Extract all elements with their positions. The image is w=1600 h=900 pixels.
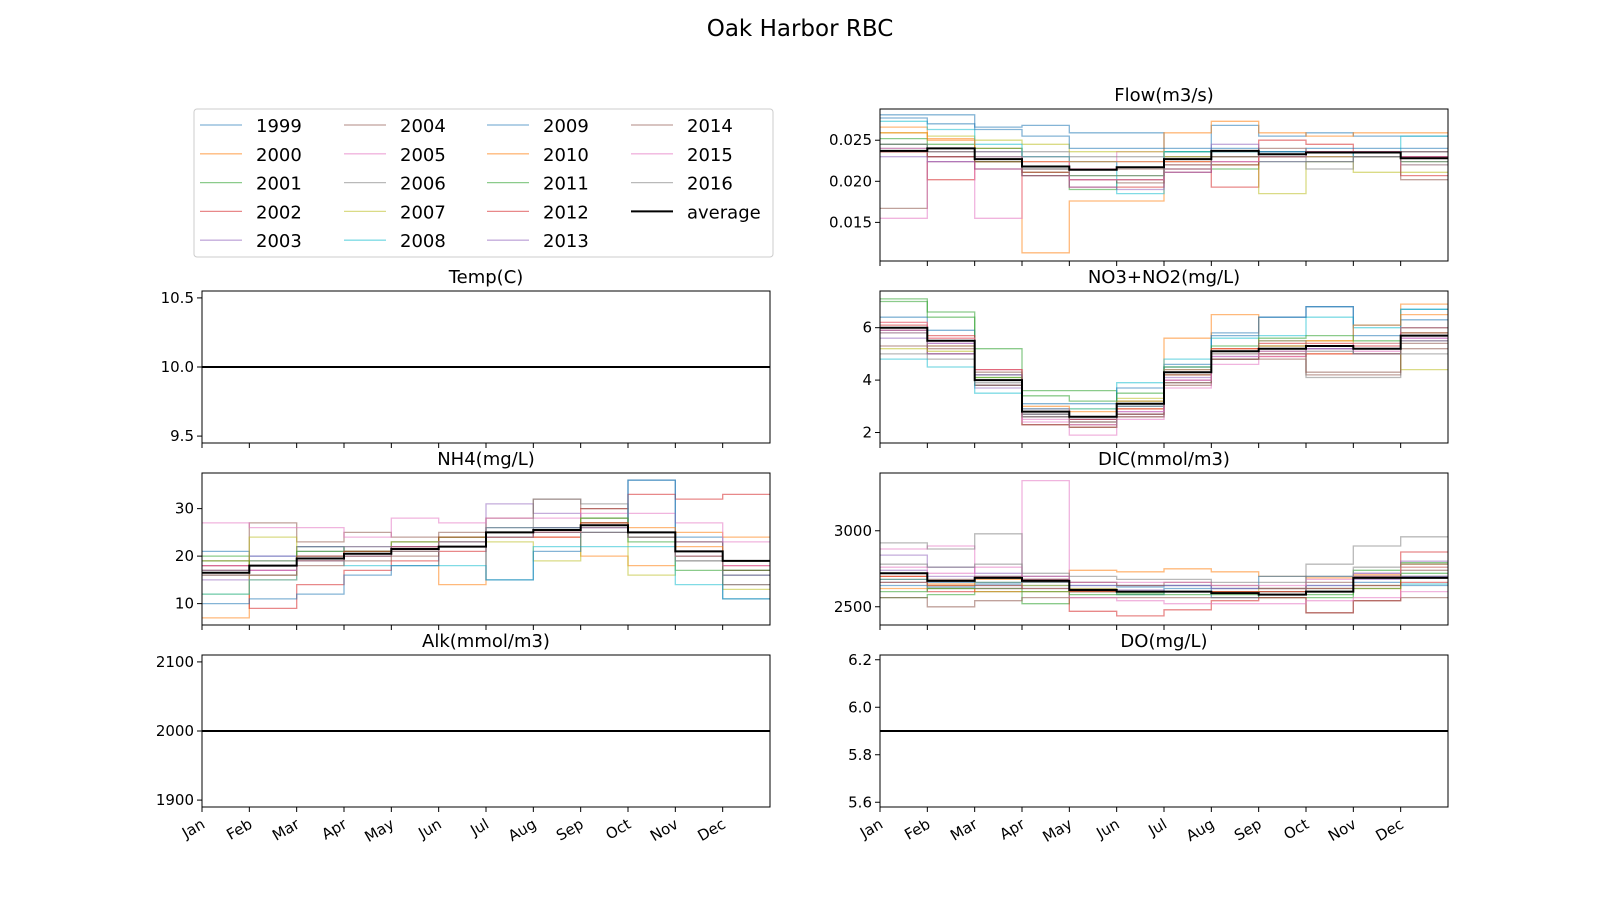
series-group bbox=[880, 479, 1448, 617]
series-line-2010 bbox=[880, 132, 1448, 163]
series-line-average bbox=[880, 326, 1448, 418]
legend-label: 2001 bbox=[256, 174, 302, 195]
y-tick-label: 0.015 bbox=[829, 213, 872, 231]
y-tick-label: 6.0 bbox=[848, 698, 872, 716]
x-tick-label: Dec bbox=[695, 815, 729, 845]
subplot-no3: NO3+NO2(mg/L) 2 4 6 bbox=[862, 267, 1449, 448]
legend-label: 2006 bbox=[400, 174, 446, 195]
legend-label: 2013 bbox=[543, 231, 589, 252]
series-group bbox=[202, 479, 770, 619]
y-tick-label: 10.0 bbox=[161, 358, 194, 376]
x-tick-label: Oct bbox=[1281, 815, 1313, 844]
subplot-title: NH4(mg/L) bbox=[437, 449, 535, 470]
subplot-flow: Flow(m3/s) 0.015 0.020 0.025 bbox=[829, 85, 1449, 266]
subplot-title: Flow(m3/s) bbox=[1114, 85, 1214, 106]
y-tick-label: 2000 bbox=[156, 722, 194, 740]
x-tick-label: May bbox=[1039, 815, 1075, 846]
legend-label: 2000 bbox=[256, 145, 302, 166]
series-line-average bbox=[880, 147, 1448, 171]
x-tick-label: Jun bbox=[1093, 815, 1123, 843]
series-group bbox=[880, 298, 1448, 436]
legend-label: 2010 bbox=[543, 145, 589, 166]
series-line-2011 bbox=[880, 572, 1448, 596]
subplots: Flow(m3/s) 0.015 0.020 0.025 Temp(C) 9.5 10.0 1… bbox=[156, 85, 1449, 846]
x-tick-label: Mar bbox=[947, 814, 981, 844]
x-tick-label: Jul bbox=[466, 815, 492, 840]
subplot-title: Temp(C) bbox=[448, 267, 524, 288]
y-tick-label: 0.020 bbox=[829, 172, 872, 190]
x-tick-label: Feb bbox=[901, 815, 933, 844]
series-line-2009 bbox=[202, 479, 770, 605]
x-tick-label: Aug bbox=[1183, 815, 1217, 845]
legend-label: average bbox=[687, 202, 761, 223]
legend-label: 2007 bbox=[400, 202, 446, 223]
series-line-average bbox=[880, 572, 1448, 596]
x-tick-label: May bbox=[361, 815, 397, 846]
y-tick-label: 9.5 bbox=[170, 427, 194, 445]
subplot-title: Alk(mmol/m3) bbox=[422, 631, 550, 652]
x-tick-label: Feb bbox=[223, 815, 255, 844]
x-tick-label: Jan bbox=[856, 815, 886, 843]
x-tick-label: Apr bbox=[997, 814, 1029, 843]
legend-label: 2002 bbox=[256, 202, 302, 223]
subplot-title: DO(mg/L) bbox=[1120, 631, 1207, 652]
x-tick-label: Mar bbox=[269, 814, 303, 844]
x-tick-label: Jun bbox=[415, 815, 445, 843]
subplot-title: NO3+NO2(mg/L) bbox=[1088, 267, 1240, 288]
series-line-average bbox=[202, 524, 770, 574]
figure-title: Oak Harbor RBC bbox=[707, 16, 894, 42]
legend-label: 2005 bbox=[400, 145, 446, 166]
legend-label: 2009 bbox=[543, 116, 589, 137]
legend-label: 1999 bbox=[256, 116, 302, 137]
x-tick-label: Sep bbox=[1231, 815, 1264, 845]
y-tick-label: 2100 bbox=[156, 653, 194, 671]
x-tick-label: Nov bbox=[647, 815, 681, 845]
y-tick-label: 2 bbox=[862, 424, 872, 442]
y-tick-label: 5.6 bbox=[848, 793, 872, 811]
y-tick-label: 10 bbox=[175, 595, 194, 613]
x-tick-label: Nov bbox=[1325, 815, 1359, 845]
legend-label: 2011 bbox=[543, 174, 589, 195]
legend-label: 2004 bbox=[400, 116, 446, 137]
x-tick-label: Jul bbox=[1144, 815, 1170, 840]
y-tick-label: 10.5 bbox=[161, 289, 194, 307]
subplot-temp: Temp(C) 9.5 10.0 10.5 bbox=[161, 267, 771, 448]
legend-label: 2008 bbox=[400, 231, 446, 252]
y-tick-label: 5.8 bbox=[848, 746, 872, 764]
y-tick-label: 6 bbox=[862, 319, 872, 337]
y-tick-label: 1900 bbox=[156, 791, 194, 809]
legend-label: 2012 bbox=[543, 202, 589, 223]
y-tick-label: 3000 bbox=[834, 522, 872, 540]
subplot-nh4: NH4(mg/L) 10 20 30 bbox=[175, 449, 771, 630]
legend: 1999 2000 2001 2002 2003 2004 2005 2006 2007 2008… bbox=[193, 108, 774, 258]
legend-label: 2015 bbox=[687, 145, 733, 166]
y-tick-label: 4 bbox=[862, 371, 872, 389]
y-tick-label: 0.025 bbox=[829, 131, 872, 149]
legend-label: 2016 bbox=[687, 174, 733, 195]
y-tick-label: 20 bbox=[175, 547, 194, 565]
y-tick-label: 2500 bbox=[834, 598, 872, 616]
x-tick-label: Apr bbox=[319, 814, 351, 843]
series-line-2013 bbox=[880, 156, 1448, 191]
subplot-do: DO(mg/L) 5.6 5.8 6.0 6.2 Jan Feb Mar Apr May Jun Ju… bbox=[848, 631, 1449, 846]
series-line-2016 bbox=[880, 563, 1448, 584]
x-tick-label: Oct bbox=[603, 815, 635, 844]
y-tick-label: 6.2 bbox=[848, 651, 872, 669]
legend-label: 2003 bbox=[256, 231, 302, 252]
x-tick-label: Jan bbox=[178, 815, 208, 843]
x-tick-label: Sep bbox=[553, 815, 586, 845]
subplot-dic: DIC(mmol/m3) 2500 3000 bbox=[834, 449, 1449, 630]
subplot-alk: Alk(mmol/m3) 1900 2000 2100 Jan Feb Mar Apr May J… bbox=[156, 631, 771, 846]
subplot-title: DIC(mmol/m3) bbox=[1098, 449, 1230, 470]
series-group bbox=[880, 114, 1448, 254]
x-tick-label: Aug bbox=[505, 815, 539, 845]
y-tick-label: 30 bbox=[175, 500, 194, 518]
x-tick-label: Dec bbox=[1373, 815, 1407, 845]
series-line-2008 bbox=[880, 120, 1448, 195]
legend-frame bbox=[193, 108, 774, 258]
legend-label: 2014 bbox=[687, 116, 733, 137]
